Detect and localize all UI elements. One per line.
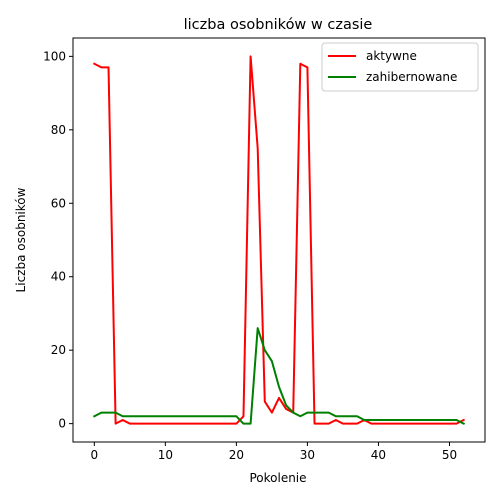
series-line-1 <box>92 327 466 425</box>
x-tick-label: 40 <box>371 448 386 462</box>
x-tick-label: 50 <box>442 448 457 462</box>
legend: aktywne zahibernowane <box>321 42 479 92</box>
y-tick-label: 100 <box>43 49 66 63</box>
x-tick-label: 20 <box>229 448 244 462</box>
plot-area <box>92 55 466 425</box>
x-tick-label: 30 <box>300 448 315 462</box>
x-tick-label: 10 <box>158 448 173 462</box>
y-axis: 0 20 40 60 80 100 <box>43 49 73 431</box>
chart-title: liczba osobników w czasie <box>184 17 373 33</box>
series-line-0 <box>92 55 466 425</box>
legend-label-zahibernowane: zahibernowane <box>366 70 457 84</box>
y-axis-label: Liczba osobników <box>14 187 28 292</box>
y-tick-label: 60 <box>51 196 66 210</box>
legend-label-aktywne: aktywne <box>366 49 417 63</box>
y-tick-label: 20 <box>51 343 66 357</box>
y-tick-label: 0 <box>58 417 66 431</box>
x-tick-label: 0 <box>90 448 98 462</box>
legend-box <box>321 42 479 92</box>
y-tick-label: 80 <box>51 123 66 137</box>
y-tick-label: 40 <box>51 270 66 284</box>
x-axis-label: Pokolenie <box>249 471 306 485</box>
x-axis: 0 10 20 30 40 50 <box>90 442 457 462</box>
plot-frame <box>72 37 486 443</box>
